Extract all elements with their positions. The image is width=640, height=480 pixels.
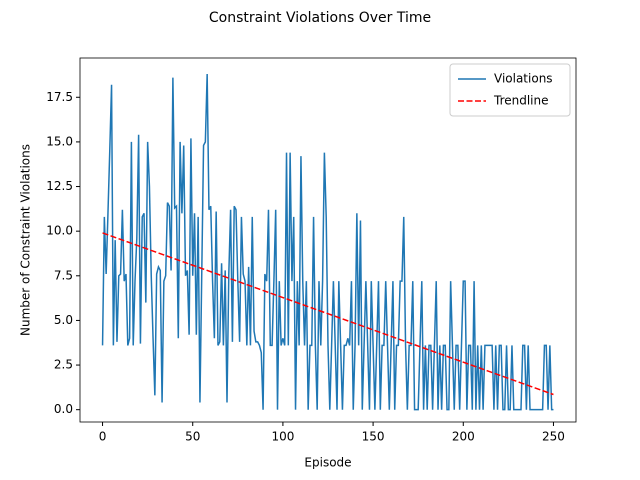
chart-title: Constraint Violations Over Time <box>209 10 431 26</box>
y-tick-label: 2.5 <box>54 358 73 372</box>
y-tick-label: 5.0 <box>54 313 73 327</box>
y-tick-label: 7.5 <box>54 268 73 282</box>
x-tick-label: 200 <box>452 430 475 444</box>
x-tick-label: 100 <box>271 430 294 444</box>
y-tick-label: 12.5 <box>46 179 73 193</box>
series-line <box>101 74 554 411</box>
y-tick-label: 0.0 <box>54 402 73 416</box>
y-axis-label: Number of Constraint Violations <box>19 144 33 336</box>
x-tick-label: 150 <box>362 430 385 444</box>
plot-frame <box>79 57 577 423</box>
x-tick-label: 50 <box>185 430 200 444</box>
y-tick-label: 10.0 <box>46 224 73 238</box>
x-tick-label: 250 <box>542 430 565 444</box>
legend-label: Trendline <box>493 94 549 108</box>
x-tick-label: 0 <box>99 430 107 444</box>
legend-label: Violations <box>494 72 553 86</box>
legend-box <box>449 63 571 117</box>
series-line <box>102 232 554 396</box>
y-tick-label: 15.0 <box>46 134 73 148</box>
y-tick-label: 17.5 <box>46 90 73 104</box>
x-axis-label: Episode <box>304 456 351 470</box>
